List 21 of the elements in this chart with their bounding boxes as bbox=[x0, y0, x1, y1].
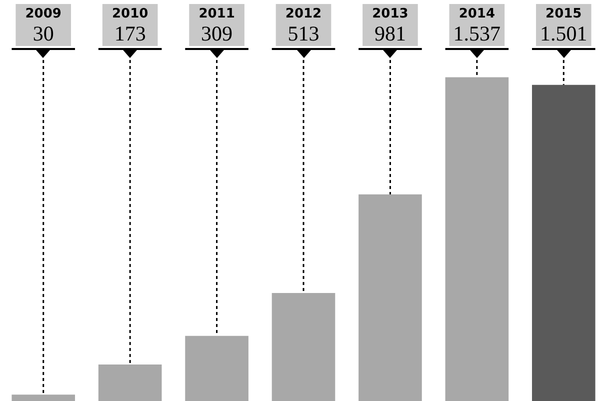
data-label: 981 bbox=[374, 22, 406, 46]
data-label: 1.537 bbox=[453, 22, 501, 46]
bar bbox=[98, 364, 162, 401]
bar bbox=[12, 394, 76, 401]
x-tick-label: 2014 bbox=[458, 6, 496, 22]
x-tick-label: 2010 bbox=[112, 6, 148, 22]
data-label: 173 bbox=[114, 22, 146, 46]
bar bbox=[445, 77, 509, 401]
data-label: 30 bbox=[32, 22, 54, 46]
x-tick-label: 2012 bbox=[285, 6, 322, 22]
x-tick-label: 2015 bbox=[546, 6, 582, 22]
x-tick-label: 2013 bbox=[372, 6, 408, 22]
bar bbox=[272, 292, 336, 401]
x-tick-label: 2011 bbox=[198, 6, 235, 22]
bar bbox=[185, 336, 248, 401]
data-label: 513 bbox=[288, 22, 320, 46]
x-tick-label: 2009 bbox=[25, 6, 62, 22]
data-label: 1.501 bbox=[540, 22, 588, 46]
bar bbox=[532, 84, 596, 401]
bar bbox=[358, 194, 422, 401]
data-label: 309 bbox=[201, 22, 233, 46]
